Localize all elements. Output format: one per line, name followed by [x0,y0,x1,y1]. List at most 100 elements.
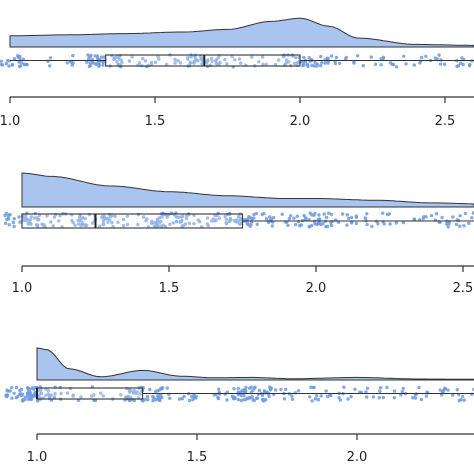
data-point [153,224,158,228]
data-point [327,211,331,215]
data-point [435,57,439,61]
x-tick-label: 1.5 [145,114,166,129]
data-point [186,56,190,60]
data-point [424,394,428,398]
data-point [317,221,321,225]
data-point [181,214,185,218]
data-point [308,395,312,399]
data-point [248,224,252,228]
data-point [174,215,178,219]
data-point [30,386,34,390]
data-point [77,215,82,219]
data-point [264,217,269,221]
data-point [18,392,22,396]
data-point [176,59,180,63]
data-point [246,217,250,221]
data-point [154,221,158,225]
data-point [290,394,294,398]
data-point [160,215,164,219]
data-point [125,214,130,218]
data-point [280,212,284,216]
data-point [90,394,94,398]
data-point [156,394,160,398]
data-point [224,221,228,225]
data-point [71,53,75,58]
data-point [117,57,122,61]
data-point [310,399,314,403]
data-point [71,393,76,397]
data-point [180,397,184,401]
data-point [401,220,406,225]
data-point [282,397,287,401]
data-point [292,216,296,220]
data-point [340,212,345,216]
data-point [302,63,306,67]
data-point [257,60,261,64]
data-point [322,212,326,216]
data-point [180,218,184,223]
data-point [289,214,293,218]
data-point [263,390,267,394]
data-point [349,215,354,220]
data-point [456,63,461,68]
data-point [251,398,255,402]
data-point [446,225,450,229]
data-point [10,386,14,390]
data-point [89,53,93,58]
data-point [404,62,408,66]
data-point [5,393,9,397]
data-point [261,62,265,66]
data-point [329,223,334,228]
data-point [302,55,306,60]
data-point [329,54,334,58]
data-point [349,395,353,399]
data-point [284,58,289,62]
violin-density [9,17,474,48]
data-point [3,221,8,225]
data-point [319,394,323,398]
data-point [377,396,381,400]
data-point [462,224,466,228]
data-point [17,64,22,69]
data-point [329,212,334,217]
data-point [100,215,104,219]
data-point [210,219,214,223]
data-point [353,387,357,391]
data-point [180,224,184,228]
data-point [272,215,276,220]
data-point [113,214,117,218]
data-point [115,60,119,64]
data-point [284,387,288,392]
data-point [299,223,304,227]
data-point [252,212,256,217]
data-point [177,397,182,401]
data-point [0,63,5,67]
data-point [451,215,455,219]
data-point [52,215,57,219]
data-point [156,389,160,393]
data-point [345,223,349,227]
data-point [320,61,324,65]
data-point [173,57,177,62]
data-point [224,217,228,221]
data-point [120,60,124,65]
data-point [241,388,245,393]
data-point [239,393,243,398]
panel-bottom: 1.0 1.5 2.0 [4,347,474,465]
data-point [402,54,406,58]
data-point [37,388,41,393]
data-point [148,387,152,392]
data-point [132,391,136,395]
data-point [152,396,156,400]
data-point [101,394,106,398]
data-point [294,222,298,227]
data-point [324,215,329,220]
data-point [141,215,146,219]
data-point [354,221,359,226]
data-point [127,59,132,63]
data-point [144,219,148,223]
data-point [48,56,53,60]
data-point [178,61,183,65]
data-point [217,216,222,220]
data-point [23,62,27,67]
